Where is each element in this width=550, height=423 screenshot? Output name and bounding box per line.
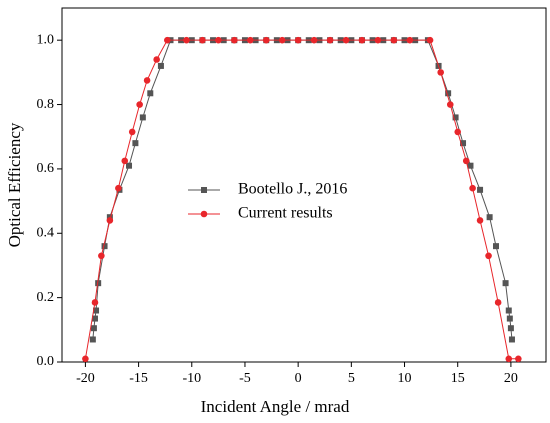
data-point <box>89 336 96 343</box>
plot-frame <box>61 7 547 363</box>
data-point <box>139 114 146 121</box>
legend-label: Current results <box>238 205 333 222</box>
y-tick-label: 1.0 <box>37 32 55 47</box>
data-point <box>390 36 398 44</box>
x-tick-label: 20 <box>504 371 518 386</box>
x-tick-label: -10 <box>182 371 201 386</box>
data-point <box>278 36 286 44</box>
data-point <box>90 325 97 332</box>
y-tick-label: 0.8 <box>37 97 55 112</box>
data-point <box>294 36 302 44</box>
legend-marker <box>200 210 208 218</box>
data-point <box>231 36 238 44</box>
data-point <box>147 90 154 97</box>
data-point <box>262 36 270 44</box>
data-point <box>485 252 492 260</box>
data-point <box>446 101 454 108</box>
data-point <box>157 62 164 69</box>
data-point <box>437 69 444 76</box>
x-tick-label: 10 <box>398 371 412 386</box>
data-point <box>506 315 513 322</box>
data-point <box>93 307 100 314</box>
data-point <box>126 162 133 169</box>
y-tick-label: 0.0 <box>37 354 55 369</box>
data-point <box>494 299 502 306</box>
data-point <box>486 214 493 221</box>
data-point <box>454 128 462 136</box>
data-point <box>358 36 366 44</box>
data-point <box>406 36 414 44</box>
data-point <box>374 36 382 44</box>
data-point <box>342 36 350 44</box>
data-point <box>426 36 434 44</box>
data-point <box>82 355 89 363</box>
data-point <box>98 252 105 260</box>
y-tick-label: 0.6 <box>37 161 55 176</box>
data-point <box>452 114 459 121</box>
data-point <box>106 217 114 224</box>
data-point <box>95 280 102 287</box>
data-point <box>505 307 512 314</box>
x-tick-label: -5 <box>239 371 251 386</box>
data-point <box>164 36 171 44</box>
data-point <box>115 184 122 192</box>
y-tick-label: 0.4 <box>37 225 55 240</box>
data-point <box>445 90 452 97</box>
data-point <box>502 280 509 287</box>
data-point <box>477 186 484 193</box>
legend-label: Bootello J., 2016 <box>238 181 347 198</box>
data-point <box>469 184 476 192</box>
x-tick-label: -20 <box>76 371 95 386</box>
data-point <box>476 217 484 224</box>
legend-marker <box>201 187 207 193</box>
data-point <box>128 128 136 136</box>
data-point <box>91 315 98 322</box>
series-line <box>84 39 519 360</box>
x-tick-label: -15 <box>129 371 148 386</box>
y-axis-title: Optical Efficiency <box>5 122 24 247</box>
data-point <box>153 56 160 63</box>
data-point <box>508 336 515 343</box>
data-point <box>136 101 143 108</box>
x-tick-label: 5 <box>348 371 355 386</box>
data-point <box>467 162 474 169</box>
x-tick-label: 0 <box>295 371 302 386</box>
data-point <box>462 157 470 165</box>
data-point <box>460 140 467 147</box>
data-point <box>515 355 522 363</box>
data-point <box>493 243 500 250</box>
data-point <box>183 36 190 44</box>
y-tick-label: 0.2 <box>37 290 55 305</box>
data-point <box>132 140 139 147</box>
data-point <box>199 36 206 44</box>
x-tick-label: 15 <box>451 371 465 386</box>
data-point <box>143 77 151 84</box>
data-point <box>121 157 129 165</box>
x-axis-title: Incident Angle / mrad <box>201 397 350 416</box>
data-point <box>91 299 99 306</box>
data-point <box>215 36 222 44</box>
data-point <box>326 36 334 44</box>
data-point <box>310 36 318 44</box>
data-point <box>505 355 513 363</box>
data-point <box>507 325 514 332</box>
data-point <box>246 36 254 44</box>
data-point <box>101 243 108 250</box>
